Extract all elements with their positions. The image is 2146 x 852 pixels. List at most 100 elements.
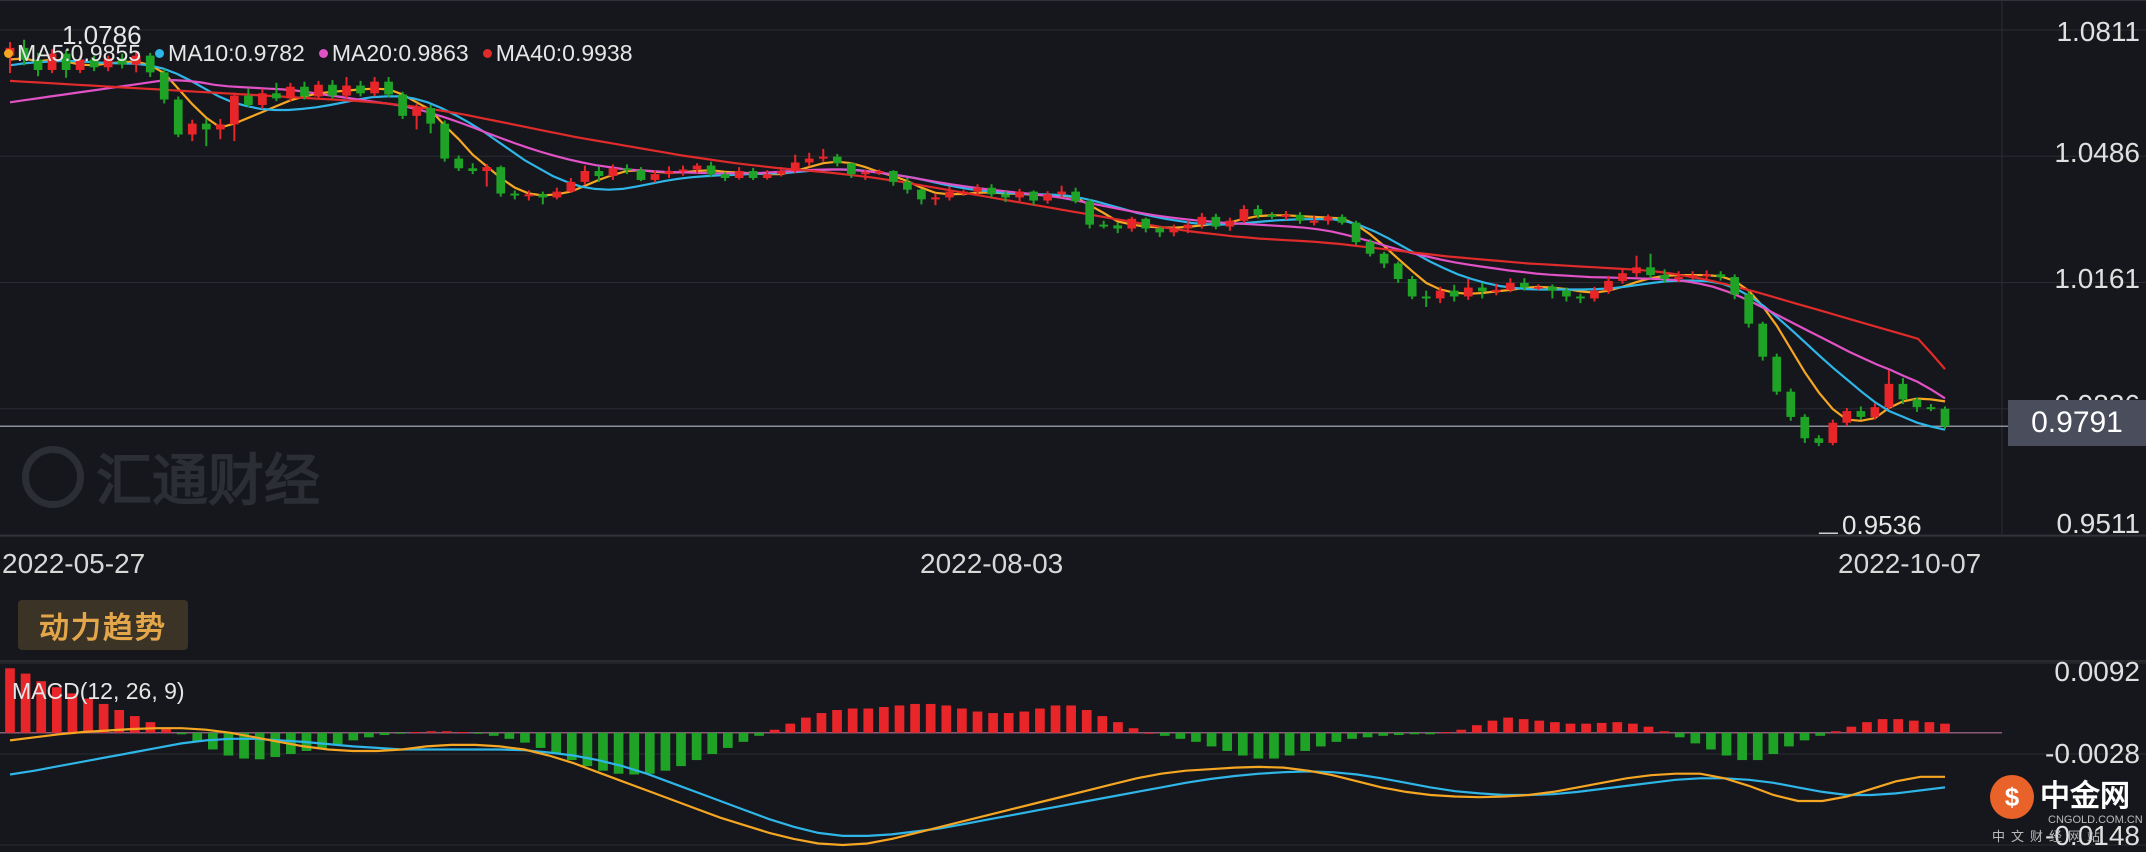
legend-ma40[interactable]: MA40:0.9938 — [482, 40, 633, 67]
candle-body — [776, 171, 786, 175]
candle-body — [1800, 416, 1810, 439]
macd-histogram-bar — [1737, 732, 1747, 761]
ma40-line — [9, 79, 1946, 370]
macd-histogram-bar — [114, 710, 125, 733]
macd-histogram-bar — [51, 687, 62, 733]
site-logo[interactable]: $ 中金网 — [1990, 775, 2130, 819]
macd-histogram-bar — [1425, 732, 1435, 735]
candle-body — [19, 47, 29, 60]
candle-body — [1505, 282, 1515, 290]
candle-body — [580, 171, 590, 182]
candle-body — [1379, 253, 1389, 264]
legend-ma5-label: MA5:0.9855 — [17, 40, 142, 66]
candle-body — [1562, 290, 1571, 297]
candle-body — [215, 124, 225, 130]
ma20-dot-icon — [318, 49, 328, 58]
macd-histogram-bar — [863, 708, 874, 733]
macd-histogram-bar — [1269, 732, 1279, 759]
legend-ma20[interactable]: MA20:0.9863 — [318, 40, 469, 67]
indicator-tab-badge[interactable]: 动力趋势 — [18, 600, 188, 650]
candle-body — [875, 171, 884, 174]
macd-histogram-bar — [707, 732, 718, 754]
candle-body — [244, 95, 253, 105]
candle-body — [1828, 422, 1838, 443]
macd-histogram-bar — [972, 711, 983, 733]
macd-histogram-bar — [1081, 710, 1092, 733]
macd-histogram-bar — [442, 731, 452, 733]
macd-label: MACD(12, 26, 9) — [12, 678, 185, 704]
candle-body — [1814, 438, 1824, 443]
candle-body — [286, 86, 295, 99]
macd-histogram-bar — [1113, 722, 1123, 733]
candle-body — [987, 187, 996, 195]
macd-histogram-bar — [566, 732, 577, 761]
candle-body — [931, 197, 940, 200]
candle-body — [173, 99, 183, 135]
candle-body — [818, 156, 828, 159]
candle-body — [1169, 228, 1179, 233]
macd-histogram-bar — [1768, 732, 1779, 754]
candle-body — [1239, 209, 1249, 221]
candle-body — [1309, 220, 1319, 223]
candle-body — [75, 59, 85, 71]
macd-histogram-bar — [239, 732, 249, 759]
macd-histogram-bar — [816, 713, 827, 733]
ma-legend: MA5:0.9855 MA10:0.9782 MA20:0.9863 MA40:… — [4, 40, 633, 67]
macd-histogram-bar — [1019, 711, 1030, 733]
macd-histogram-bar — [925, 703, 936, 733]
candle-body — [552, 191, 562, 198]
macd-histogram-bar — [348, 732, 359, 741]
macd-histogram — [5, 668, 1950, 775]
candle-body — [917, 189, 926, 200]
macd-histogram-bar — [1128, 728, 1139, 733]
candle-body — [103, 58, 113, 68]
macd-histogram-bar — [988, 713, 998, 733]
macd-lines — [9, 727, 1946, 847]
legend-ma10[interactable]: MA10:0.9782 — [155, 40, 305, 67]
macd-histogram-bar — [1362, 732, 1373, 738]
candle-body — [1744, 294, 1754, 324]
macd-histogram-bar — [1503, 717, 1513, 733]
legend-ma10-label: MA10:0.9782 — [168, 40, 305, 66]
macd-histogram-bar — [1253, 732, 1264, 759]
candle-body — [1477, 287, 1487, 292]
macd-histogram-bar — [410, 732, 421, 734]
candle-body — [945, 191, 954, 198]
ma10-dot-icon — [155, 49, 165, 58]
candle-body — [804, 158, 814, 163]
macd-histogram-bar — [847, 708, 858, 733]
macd-histogram-bar — [894, 705, 905, 733]
candle-body — [524, 194, 534, 197]
macd-histogram-bar — [457, 732, 468, 734]
candle-body — [1786, 391, 1796, 417]
macd-dif-line — [9, 727, 1945, 847]
price-y-tick: 1.0811 — [2056, 16, 2140, 47]
macd-histogram-bar — [754, 732, 764, 736]
candle-body — [1043, 194, 1052, 201]
macd-histogram-bar — [957, 708, 967, 733]
macd-histogram-bar — [1706, 732, 1716, 750]
x-tick-mid: 2022-08-03 — [920, 548, 1064, 579]
candle-body — [566, 181, 576, 192]
candle-body — [426, 108, 435, 124]
candle-body — [608, 168, 618, 177]
macd-histogram-bar — [1596, 722, 1607, 733]
macd-histogram-bar — [1409, 732, 1420, 735]
macd-histogram-bar — [1237, 732, 1248, 756]
macd-y-tick: 0.0092 — [2054, 656, 2140, 687]
candle-body — [384, 81, 393, 95]
macd-histogram-bar — [161, 728, 171, 733]
candle-body — [187, 123, 197, 135]
candle-body — [748, 171, 758, 179]
low-price-label: 0.9536 — [1842, 510, 1922, 540]
macd-histogram-bar — [722, 732, 733, 748]
candle-body — [973, 187, 982, 192]
macd-histogram-bar — [20, 673, 31, 733]
candle-body — [1127, 218, 1137, 229]
macd-histogram-bar — [223, 732, 234, 756]
candle-body — [650, 174, 660, 180]
site-logo-domain: CNGOLD.COM.CN — [2048, 814, 2143, 826]
candle-body — [636, 170, 646, 180]
legend-ma5[interactable]: MA5:0.9855 — [4, 40, 141, 67]
